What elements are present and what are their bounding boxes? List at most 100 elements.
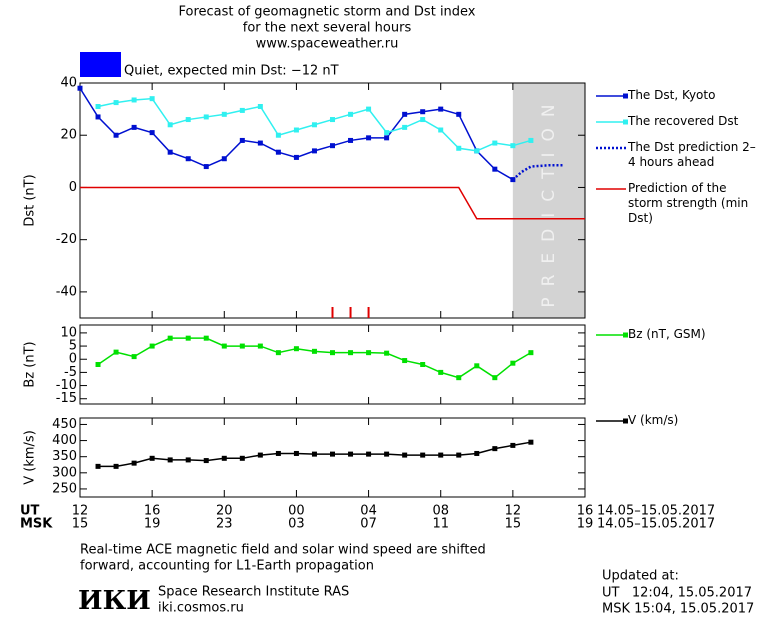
data-point [348,350,354,356]
x-tick-label: 15 [505,517,522,532]
data-point [131,460,137,466]
note: forward, accounting for L1-Earth propaga… [80,559,374,574]
x-tick-label: 20 [216,504,233,519]
y-tick-label: -10 [56,378,77,393]
data-point [275,149,281,155]
data-point [149,130,155,136]
legend-swatch [596,146,626,150]
data-point [221,111,227,117]
date-range: 14.05–15.05.2017 [597,517,715,532]
legend-marker [623,93,628,99]
legend-swatch [596,418,628,424]
data-point [293,346,299,352]
row-label: UT [20,504,40,519]
data-point [384,135,390,141]
data-point [95,104,101,109]
data-point [239,137,245,143]
legend-marker [623,418,628,424]
data-point [257,140,263,146]
data-point [221,343,227,349]
data-point [131,124,137,130]
x-tick-label: 12 [505,504,522,519]
data-point [221,156,227,162]
data-point [528,137,534,143]
data-point [528,439,534,445]
data-point [330,451,335,457]
x-tick-label: 16 [144,504,161,519]
data-point [239,455,245,461]
data-point [348,451,354,457]
y-tick-label: -20 [56,232,77,247]
data-point [402,358,408,364]
x-tick-label: 16 [577,504,594,519]
x-tick-label: 19 [144,517,161,532]
x-tick-label: 19 [577,517,594,532]
data-point [456,111,462,117]
data-point [311,122,317,128]
series-line [80,186,585,220]
data-point [420,362,426,367]
x-tick-label: 12 [72,504,89,519]
row-label: MSK [20,517,53,532]
data-point [438,452,444,458]
data-point [293,450,299,456]
data-point [203,335,209,341]
updated: Updated at: [602,569,679,584]
data-point [402,124,408,130]
data-point [474,148,480,154]
data-point [185,335,191,341]
data-point [275,132,281,138]
data-point [384,130,390,136]
data-point [95,362,101,367]
y-axis-label: Dst (nT) [23,174,38,226]
x-tick-label: 15 [72,517,89,532]
data-point [474,450,480,456]
series-line [79,87,514,181]
prediction-label: PREDICTION [539,93,559,307]
y-tick-label: 0 [69,180,77,195]
data-point [131,97,137,103]
x-tick-label: 00 [288,504,305,519]
x-tick-label: 08 [432,504,449,519]
y-tick-label: -40 [56,284,77,299]
data-point [185,457,191,463]
data-point [203,164,209,170]
title: Forecast of geomagnetic storm and Dst in… [178,5,475,20]
panel-frame [79,324,586,405]
x-tick-label: 23 [216,517,233,532]
y-tick-label: 300 [52,465,77,480]
legend-label: The Dst prediction 2–4 hours ahead [628,140,756,169]
data-point [149,96,155,102]
legend-swatch [596,188,626,190]
y-tick-label: 0 [69,352,77,367]
prediction-region [512,83,585,318]
legend: The Dst, Kyoto The recovered Dst The Dst p… [594,88,756,226]
data-point [330,117,335,123]
updated: UT 12:04, 15.05.2017 [602,586,752,601]
y-tick-label: 40 [60,76,77,91]
data-point [131,354,137,360]
data-point [311,148,317,154]
data-point [456,452,462,458]
data-point [95,463,101,469]
date-range: 14.05–15.05.2017 [597,504,715,519]
data-point [384,451,390,457]
data-point [293,127,299,133]
data-point [402,111,408,117]
legend: Bz (nT, GSM) [594,327,756,342]
data-point [149,455,155,461]
data-point [456,145,462,151]
data-point [293,154,299,160]
data-point [366,350,372,356]
data-point [384,350,390,356]
data-point [203,458,209,464]
data-point [438,127,444,133]
data-point [528,350,534,356]
data-point [275,350,281,356]
legend-label: V (km/s) [628,413,679,427]
y-tick-label: 350 [52,449,77,464]
legend-marker [623,119,628,125]
y-tick-label: 450 [52,417,77,432]
series-line [97,337,532,379]
